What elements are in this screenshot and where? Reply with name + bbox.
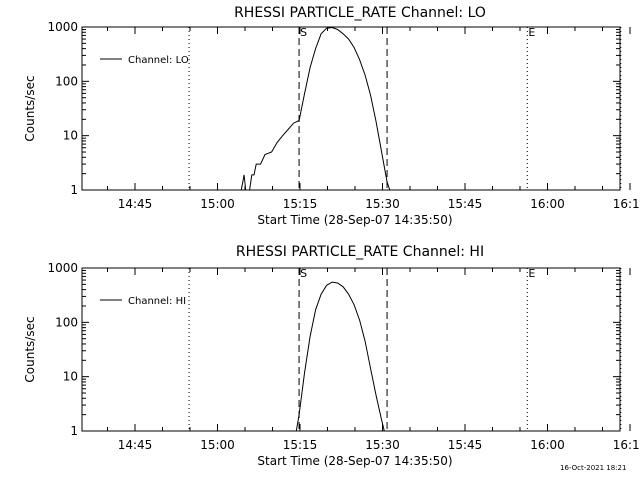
chart-title: RHESSI PARTICLE_RATE Channel: HI (236, 244, 484, 260)
y-axis-label: Counts/sec (23, 75, 37, 141)
y-tick-label: 10 (63, 129, 78, 143)
y-axis-label: Counts/sec (23, 316, 37, 382)
x-axis-label: Start Time (28-Sep-07 14:35:50) (257, 454, 452, 468)
plot-frame (81, 26, 621, 191)
y-tick-label: 100 (55, 74, 78, 88)
x-tick-label: 16:15 (613, 438, 640, 452)
x-axis-label: Start Time (28-Sep-07 14:35:50) (257, 213, 452, 227)
x-tick-label: 15:00 (200, 197, 235, 211)
legend-label: Channel: HI (128, 296, 186, 307)
y-tick-label: 1000 (47, 20, 78, 34)
x-tick-label: 15:30 (365, 438, 400, 452)
x-tick-label: 15:15 (283, 197, 318, 211)
y-tick-label: 1 (70, 424, 78, 438)
x-tick-label: 16:00 (530, 197, 565, 211)
chart-panel-2: RHESSI PARTICLE_RATE Channel: HI 1 10 100 10… (23, 244, 640, 468)
y-tick-label: 100 (55, 315, 78, 329)
x-tick-label: 16:00 (530, 438, 565, 452)
marker-label-e: E (528, 267, 535, 280)
series-line-channel-hi (295, 281, 385, 432)
x-tick-label: 15:15 (283, 438, 318, 452)
marker-label-s: S (300, 267, 307, 280)
x-tick-label: 16:15 (613, 197, 640, 211)
marker-label-e: E (528, 26, 535, 39)
chart-panel-1: RHESSI PARTICLE_RATE Channel: LO 1 10 100 10… (23, 5, 640, 227)
x-tick-label: 15:30 (365, 197, 400, 211)
x-tick-label: 15:45 (448, 438, 483, 452)
plot-frame (81, 267, 621, 432)
x-tick-label: 15:00 (200, 438, 235, 452)
y-tick-label: 1000 (47, 261, 78, 275)
chart-title: RHESSI PARTICLE_RATE Channel: LO (234, 5, 486, 21)
marker-label-s: S (300, 26, 307, 39)
x-tick-label: 14:45 (118, 197, 153, 211)
x-tick-label: 15:45 (448, 197, 483, 211)
x-tick-label: 14:45 (118, 438, 153, 452)
y-tick-label: 1 (70, 183, 78, 197)
footer-timestamp: 16-Oct-2021 18:21 (560, 464, 627, 472)
legend-label: Channel: LO (128, 55, 189, 66)
y-tick-label: 10 (63, 370, 78, 384)
series-line-channel-lo (222, 26, 391, 191)
